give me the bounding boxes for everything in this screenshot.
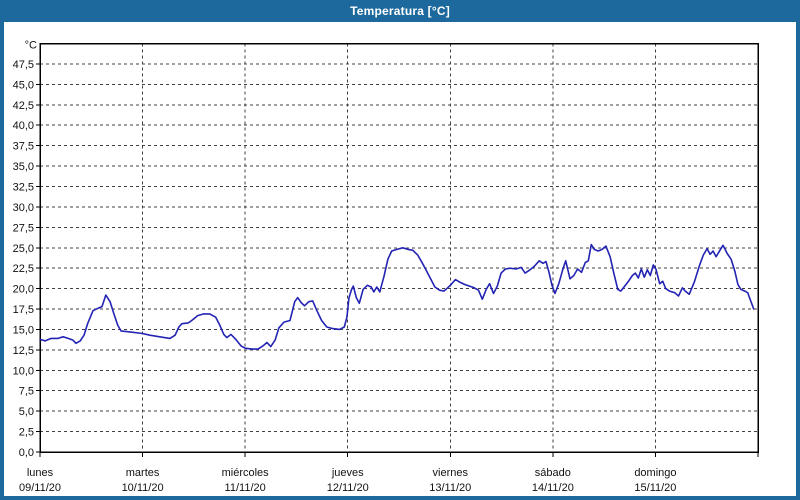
x-date-label: 09/11/20 (19, 482, 61, 494)
x-day-label: viernes (433, 467, 469, 479)
y-tick-label: 22,5 (13, 263, 34, 275)
title-bar: Temperatura [°C] (0, 0, 800, 22)
x-date-label: 15/11/20 (634, 482, 676, 494)
x-day-label: martes (126, 467, 160, 479)
y-tick-label: 17,5 (13, 304, 34, 316)
y-tick-label: 32,5 (13, 181, 34, 193)
y-tick-label: 5,0 (19, 406, 34, 418)
plot-frame (39, 42, 759, 453)
x-date-label: 13/11/20 (429, 482, 471, 494)
chart-area (4, 22, 796, 496)
y-tick-label: 7,5 (19, 386, 34, 398)
y-tick-label: 30,0 (13, 202, 34, 214)
y-tick-label: 40,0 (13, 120, 34, 132)
y-tick-label: 2,5 (19, 427, 34, 439)
y-tick-label: 45,0 (13, 79, 34, 91)
temperature-line (39, 243, 755, 350)
y-tick-label: 27,5 (13, 222, 34, 234)
x-day-label: domingo (634, 467, 676, 479)
x-day-label: miércoles (222, 467, 270, 479)
x-day-label: lunes (27, 467, 54, 479)
y-tick-label: 0,0 (19, 447, 34, 459)
x-day-label: jueves (331, 467, 364, 479)
x-day-label: sábado (535, 467, 571, 479)
y-tick-label: 25,0 (13, 243, 34, 255)
y-tick-label: 35,0 (13, 161, 34, 173)
y-tick-label: 37,5 (13, 141, 34, 153)
x-date-label: 12/11/20 (327, 482, 369, 494)
y-tick-label: 10,0 (13, 365, 34, 377)
x-date-label: 10/11/20 (122, 482, 164, 494)
x-date-label: 14/11/20 (532, 482, 574, 494)
y-tick-label: 42,5 (13, 100, 34, 112)
y-tick-label: 20,0 (13, 284, 34, 296)
y-axis-unit-label: °C (25, 40, 37, 52)
y-tick-label: 47,5 (13, 59, 34, 71)
x-date-label: 11/11/20 (225, 482, 266, 494)
y-tick-label: 15,0 (13, 324, 34, 336)
y-tick-label: 12,5 (13, 345, 34, 357)
window-title: Temperatura [°C] (350, 4, 450, 18)
